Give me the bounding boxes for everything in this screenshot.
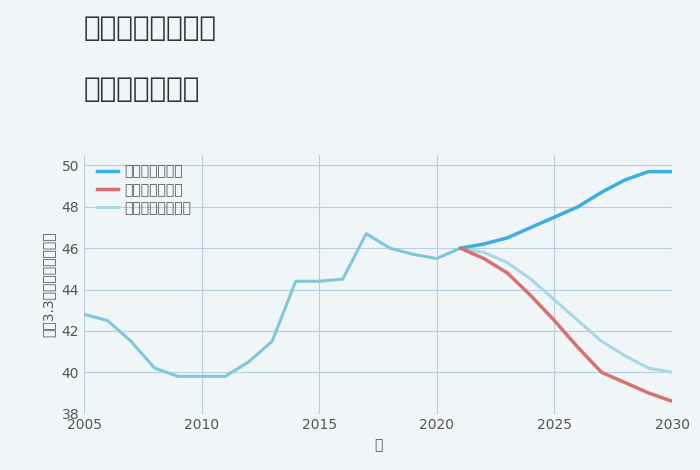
Legend: グッドシナリオ, バッドシナリオ, ノーマルシナリオ: グッドシナリオ, バッドシナリオ, ノーマルシナリオ [97, 164, 192, 215]
Text: 土地の価格推移: 土地の価格推移 [84, 75, 200, 103]
Y-axis label: 平（3.3㎡）単価（万円）: 平（3.3㎡）単価（万円） [42, 232, 56, 337]
Text: 愛知県知立市西の: 愛知県知立市西の [84, 14, 217, 42]
X-axis label: 年: 年 [374, 438, 382, 452]
